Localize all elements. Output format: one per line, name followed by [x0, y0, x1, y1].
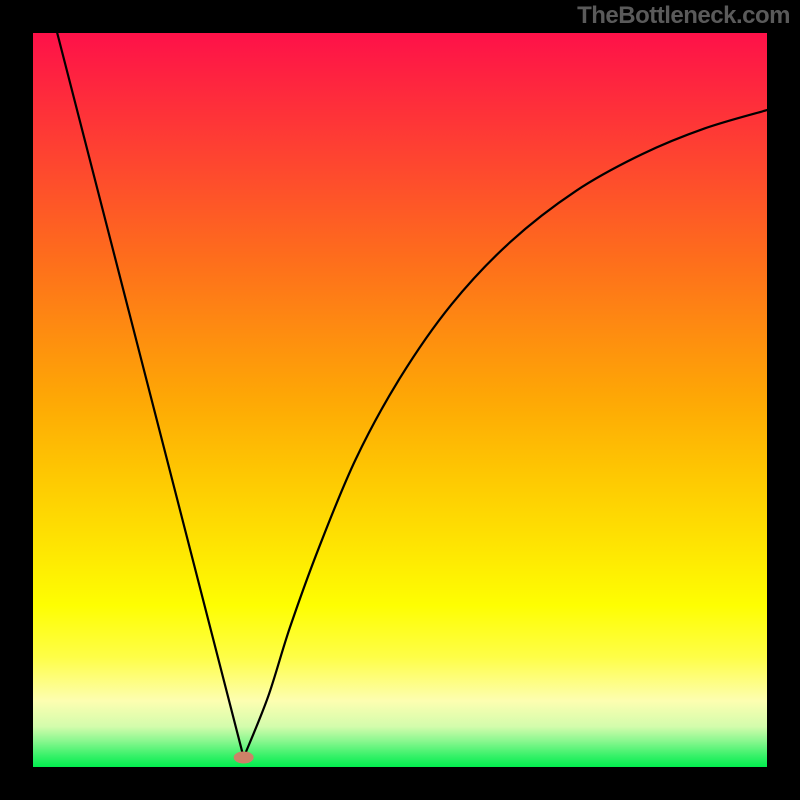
watermark-text: TheBottleneck.com: [577, 2, 790, 30]
bottleneck-chart: [0, 0, 800, 800]
plot-background-gradient: [33, 33, 767, 767]
optimal-point-marker: [234, 751, 254, 763]
chart-container: TheBottleneck.com: [0, 0, 800, 800]
